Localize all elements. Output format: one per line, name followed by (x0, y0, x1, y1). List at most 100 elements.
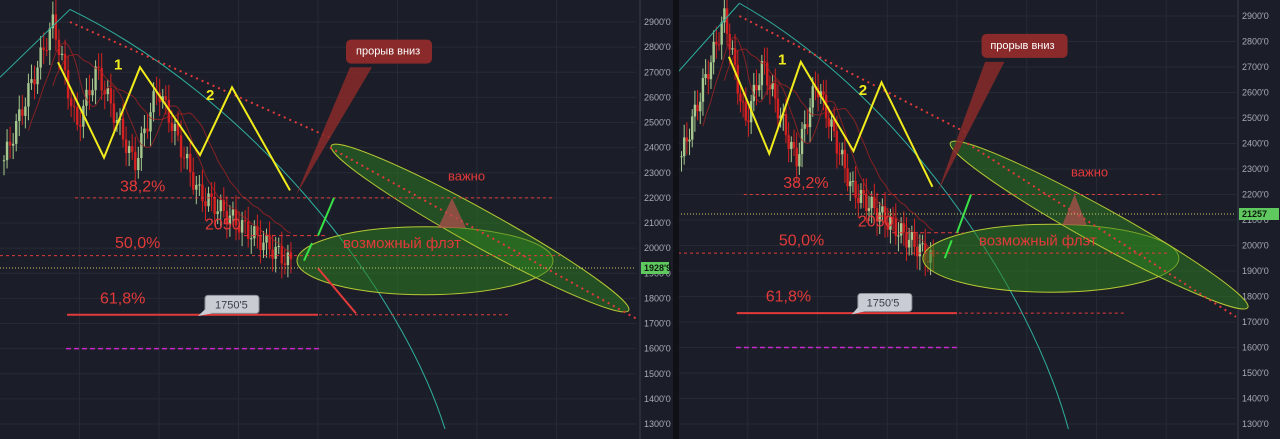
candle-body (747, 120, 750, 123)
candle-body (846, 168, 849, 187)
wave-zigzag (727, 56, 934, 188)
y-tick-label: 2500'0 (644, 118, 671, 128)
callout-pointer (937, 61, 1005, 192)
candle-body (851, 180, 855, 182)
candle-body (94, 66, 97, 91)
candle-body (127, 146, 131, 153)
candle-body (60, 53, 64, 56)
y-tick-label: 1500'0 (644, 369, 671, 379)
candle-body (173, 123, 177, 132)
y-tick-label: 2200'0 (1242, 190, 1269, 200)
candle-body (889, 217, 892, 230)
candle-body (897, 235, 900, 237)
candle-body (201, 184, 204, 202)
candle-body (185, 153, 189, 159)
candle-body (146, 128, 149, 132)
candle-body (712, 41, 715, 63)
candle-body (237, 225, 241, 233)
candle-body (795, 147, 798, 167)
y-tick-label: 2600'0 (644, 92, 671, 102)
candle-body (857, 197, 860, 203)
candle-body (195, 184, 198, 190)
candle-body (873, 196, 876, 208)
y-tick-label: 1700'0 (1242, 317, 1269, 327)
y-tick-label: 2200'0 (644, 193, 671, 203)
candle-body (15, 120, 18, 144)
candle-body (878, 212, 881, 222)
flat-zone-label: возможный флэт (979, 233, 1097, 250)
y-tick-label: 2000'0 (644, 243, 671, 253)
candle-body (918, 244, 922, 257)
flat-zone-label: возможный флэт (343, 235, 461, 252)
candle-body (725, 8, 729, 34)
candle-body (250, 238, 253, 240)
candle-body (744, 102, 747, 121)
candle-body (179, 135, 183, 158)
candle-body (921, 243, 924, 245)
candle-body (21, 109, 24, 116)
candle-body (277, 245, 280, 247)
candle-body (247, 221, 250, 239)
callout-box (981, 33, 1068, 58)
trend-curve (69, 8, 446, 430)
candle-body (143, 128, 146, 134)
candle-body (771, 83, 774, 90)
candle-body (849, 181, 852, 187)
wave-zigzag (57, 61, 291, 191)
candle-body (915, 246, 919, 257)
trend-line-up (677, 2, 740, 73)
candle-body (838, 153, 841, 155)
candle-body (859, 189, 863, 203)
candle-body (800, 128, 804, 155)
level-2050-label: 2050 (205, 216, 241, 233)
channel-dotted-line (329, 146, 637, 320)
candle-body (131, 146, 134, 152)
gridlines (0, 0, 636, 439)
candle-body (283, 263, 287, 266)
candle-body (42, 47, 45, 51)
candle-body (115, 120, 119, 124)
candle-body (707, 74, 710, 80)
moving-averages (27, 41, 292, 253)
candle-body (685, 137, 689, 142)
arrow-green-long (317, 197, 335, 236)
arrow-green-short (943, 240, 953, 259)
candle-body (709, 62, 713, 80)
candle-body (760, 61, 764, 86)
candle-body (680, 156, 683, 158)
candle-body (85, 89, 88, 106)
candle-body (274, 246, 277, 259)
candle-body (167, 99, 171, 123)
candle-body (854, 180, 857, 198)
chart-panel-1: 2900'0 2800'0 2700'0 2600'0 2500'0 2400'0 2300… (0, 0, 671, 439)
candle-body (902, 223, 906, 233)
y-tick-label: 1300'0 (1242, 419, 1269, 429)
candle-body (704, 74, 707, 79)
fib-label: 61,8% (100, 290, 145, 307)
moving-average-line (52, 54, 292, 234)
candle-body (231, 209, 235, 216)
chart-panel-2: 2900'0 2800'0 2700'0 2600'0 2500'0 2400'0 2300… (677, 0, 1280, 439)
candle-body (907, 239, 911, 248)
candle-body (774, 83, 777, 99)
candle-body (198, 184, 201, 186)
y-tick-label: 2000'0 (1242, 241, 1269, 251)
y-tick-label: 2400'0 (644, 143, 671, 153)
candle-body (69, 98, 73, 107)
candle-body (170, 122, 174, 132)
candle-body (699, 101, 702, 112)
current-price-badge (1239, 208, 1279, 220)
fib-label: 61,8% (766, 289, 811, 306)
candle-body (766, 62, 769, 86)
y-axis-bg (640, 0, 670, 439)
moving-averages (702, 36, 934, 251)
candle-body (228, 215, 232, 225)
candle-body (213, 196, 216, 215)
descending-resistance (69, 21, 331, 139)
y-tick-label: 2700'0 (1242, 62, 1269, 72)
candle-body (752, 84, 756, 102)
candle-body (63, 53, 67, 71)
candle-body (910, 231, 914, 240)
candle-body (189, 153, 192, 173)
